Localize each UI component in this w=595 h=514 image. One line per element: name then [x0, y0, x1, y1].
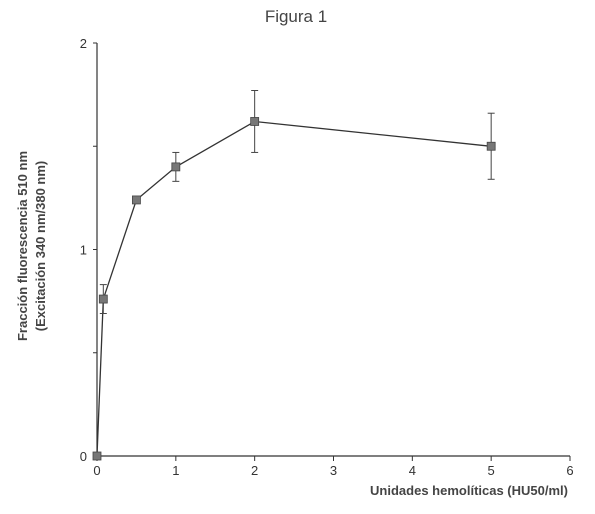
x-tick-label: 1 [172, 463, 179, 478]
y-axis-label-line-2: (Excitación 340 nm/380 nm) [33, 161, 48, 332]
y-tick-label: 1 [80, 243, 87, 258]
data-point [486, 141, 496, 151]
ticks: 0 1 2 0 1 2 3 4 5 6 [80, 36, 574, 478]
x-tick-label: 0 [93, 463, 100, 478]
series-line [96, 120, 492, 457]
y-axis-label-group: Fracción fluorescencia 510 nm (Excitació… [15, 151, 48, 341]
y-tick-label: 0 [80, 449, 87, 464]
y-tick-label: 2 [80, 36, 87, 51]
data-point [250, 117, 260, 126]
axes [96, 43, 570, 457]
x-tick-label: 5 [488, 463, 495, 478]
data-point [92, 451, 102, 461]
data-point [98, 294, 108, 304]
y-axis-label-line-1: Fracción fluorescencia 510 nm [15, 151, 30, 341]
x-tick-label: 3 [330, 463, 337, 478]
chart-title: Figura 1 [265, 7, 327, 26]
x-tick-label: 4 [409, 463, 416, 478]
data-point [171, 162, 181, 172]
x-tick-label: 6 [566, 463, 573, 478]
x-tick-label: 2 [251, 463, 258, 478]
plot-area [92, 89, 496, 461]
data-point [132, 195, 141, 205]
x-axis-label: Unidades hemolíticas (HU50/ml) [370, 483, 568, 498]
